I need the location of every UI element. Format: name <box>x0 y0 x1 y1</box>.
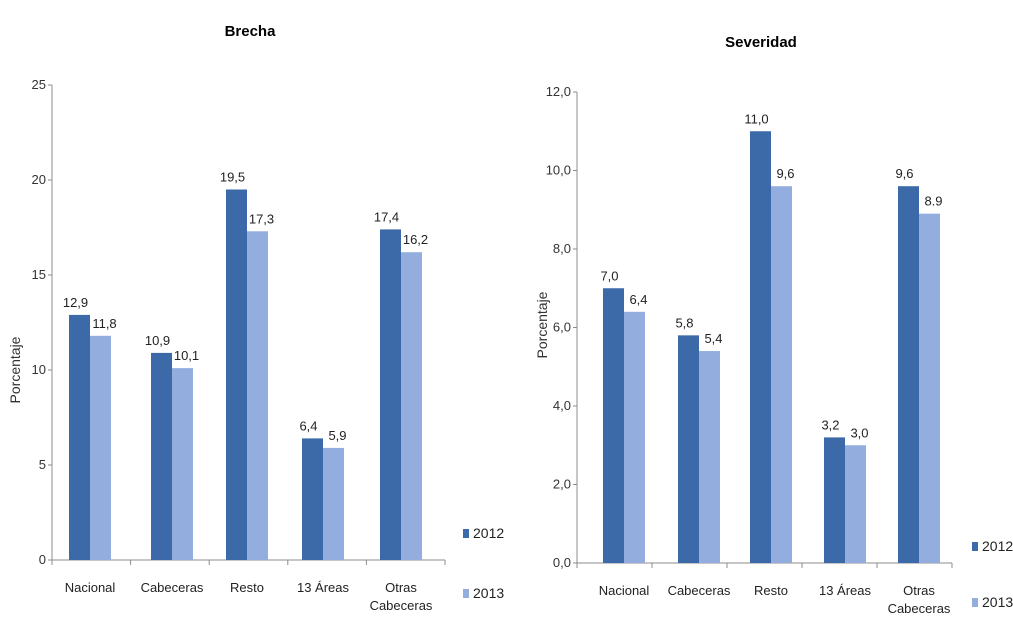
data-label-2013: 11,8 <box>92 316 116 331</box>
data-label-2013: 10,1 <box>174 348 199 363</box>
bar-2013 <box>771 186 792 563</box>
legend-swatch-2012 <box>972 542 978 551</box>
bar-2012 <box>226 189 247 560</box>
x-category-label: Cabeceras <box>888 601 951 616</box>
legend-swatch-2013 <box>463 589 469 598</box>
data-label-2012: 7,0 <box>600 268 618 283</box>
data-label-2013: 8.9 <box>924 194 942 209</box>
bar-2012 <box>824 437 845 563</box>
bar-2012 <box>750 131 771 563</box>
bar-2013 <box>90 335 111 560</box>
x-category-label: Resto <box>230 580 264 595</box>
chart-title: Brecha <box>225 23 277 40</box>
legend-label-2012: 2012 <box>982 538 1013 554</box>
y-tick-label: 10 <box>32 362 46 377</box>
y-tick-label: 6,0 <box>553 320 571 335</box>
bar-2012 <box>151 352 172 560</box>
data-label-2012: 11,0 <box>744 111 768 126</box>
y-tick-label: 2,0 <box>553 477 571 492</box>
data-label-2012: 17,4 <box>374 209 399 224</box>
y-tick-label: 15 <box>32 267 46 282</box>
x-category-label: Otras <box>385 580 417 595</box>
legend-swatch-2012 <box>463 529 469 538</box>
data-label-2012: 19,5 <box>220 170 245 185</box>
y-tick-label: 20 <box>32 172 46 187</box>
y-tick-label: 8,0 <box>553 241 571 256</box>
y-axis-label: Porcentaje <box>534 291 550 358</box>
legend-swatch-2013 <box>972 598 978 607</box>
data-label-2013: 5,9 <box>328 428 346 443</box>
data-label-2012: 12,9 <box>63 295 88 310</box>
y-tick-label: 10,0 <box>546 163 571 178</box>
bar-2013 <box>323 447 344 560</box>
bar-2012 <box>302 438 323 560</box>
y-tick-label: 25 <box>32 77 46 92</box>
legend-label-2013: 2013 <box>473 585 504 601</box>
x-category-label: 13 Áreas <box>819 583 872 598</box>
x-category-label: 13 Áreas <box>297 580 350 595</box>
bar-2013 <box>247 231 268 561</box>
y-tick-label: 4,0 <box>553 398 571 413</box>
x-category-label: Cabeceras <box>668 583 731 598</box>
data-label-2013: 3,0 <box>850 425 868 440</box>
bar-2013 <box>624 311 645 563</box>
bar-2012 <box>380 229 401 560</box>
bar-2012 <box>678 335 699 563</box>
y-tick-label: 12,0 <box>546 84 571 99</box>
data-label-2013: 16,2 <box>403 232 428 247</box>
data-label-2012: 3,2 <box>821 417 839 432</box>
data-label-2012: 10,9 <box>145 333 170 348</box>
bar-2013 <box>699 351 720 563</box>
y-tick-label: 5 <box>39 457 46 472</box>
y-tick-label: 0,0 <box>553 555 571 570</box>
chart-title: Severidad <box>725 34 797 51</box>
data-label-2013: 5,4 <box>704 331 722 346</box>
legend-label-2013: 2013 <box>982 594 1013 610</box>
x-category-label: Cabeceras <box>141 580 204 595</box>
x-category-label: Nacional <box>65 580 116 595</box>
x-category-label: Cabeceras <box>370 598 433 613</box>
legend-label-2012: 2012 <box>473 525 504 541</box>
data-label-2012: 5,8 <box>675 315 693 330</box>
x-category-label: Nacional <box>599 583 650 598</box>
bar-2013 <box>919 213 940 564</box>
bar-2013 <box>172 368 193 560</box>
x-category-label: Otras <box>903 583 935 598</box>
y-tick-label: 0 <box>39 552 46 567</box>
data-label-2013: 6,4 <box>629 292 647 307</box>
data-label-2013: 17,3 <box>249 211 274 226</box>
bar-2013 <box>845 445 866 563</box>
bar-2012 <box>898 186 919 563</box>
bar-2013 <box>401 252 422 560</box>
data-label-2012: 6,4 <box>299 418 317 433</box>
data-label-2013: 9,6 <box>776 166 794 181</box>
bar-2012 <box>69 314 90 560</box>
bar-2012 <box>603 288 624 563</box>
x-category-label: Resto <box>754 583 788 598</box>
data-label-2012: 9,6 <box>895 166 913 181</box>
y-axis-label: Porcentaje <box>7 336 23 403</box>
